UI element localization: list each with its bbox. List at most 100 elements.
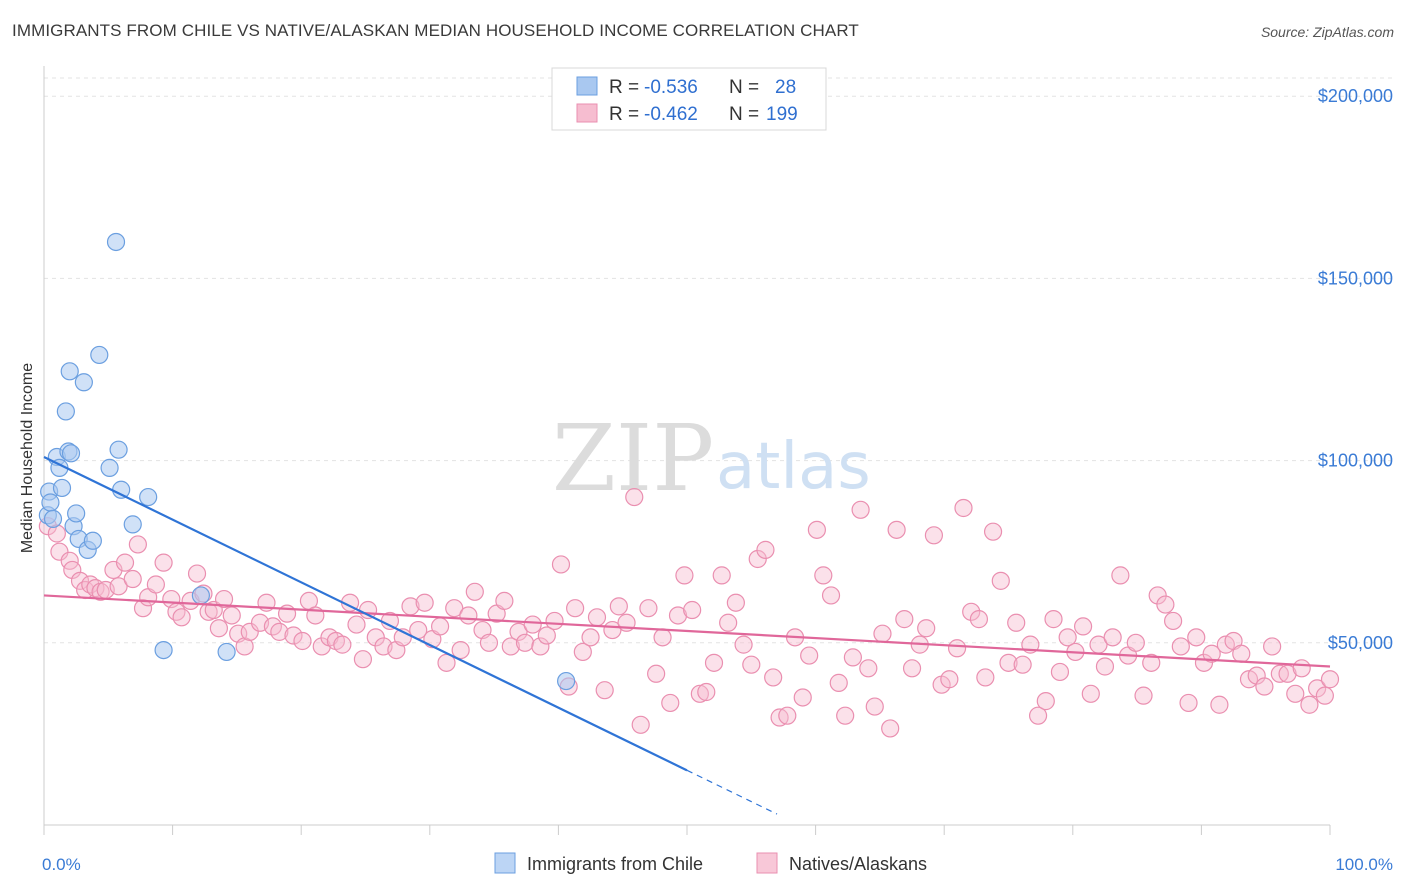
data-point-natives	[1058, 628, 1077, 647]
data-point-chile	[67, 504, 86, 523]
data-point-natives	[647, 664, 666, 683]
data-point-natives	[1179, 693, 1198, 713]
data-point-natives	[1270, 664, 1289, 683]
legend-r-value-chile: -0.536	[644, 77, 698, 98]
data-point-natives	[865, 697, 884, 716]
legend-r-label: R =	[609, 77, 639, 98]
data-point-natives	[50, 542, 69, 561]
data-point-natives	[353, 650, 373, 669]
data-point-natives	[1164, 611, 1183, 631]
data-point-natives	[999, 653, 1018, 672]
data-point-chile	[41, 493, 60, 512]
data-point-natives	[573, 642, 592, 662]
data-point-natives	[154, 553, 173, 572]
y-tick-label: $100,000	[1318, 451, 1393, 471]
y-tick-label: $200,000	[1318, 86, 1393, 106]
data-point-chile	[74, 373, 93, 392]
data-point-natives	[459, 606, 478, 625]
data-point-natives	[947, 639, 967, 658]
data-point-natives	[1263, 637, 1282, 656]
legend-bottom-label-chile: Immigrants from Chile	[527, 854, 703, 874]
data-point-natives	[1308, 679, 1327, 698]
data-point-natives	[1095, 657, 1115, 676]
data-point-natives	[551, 555, 571, 574]
data-point-natives	[902, 659, 922, 678]
data-point-natives	[954, 498, 973, 518]
data-point-natives	[940, 670, 959, 689]
data-point-natives	[756, 540, 775, 559]
data-point-natives	[312, 637, 331, 656]
data-point-chile	[90, 345, 109, 365]
data-point-chile	[106, 232, 126, 252]
data-point-chile	[109, 440, 128, 459]
data-point-natives	[697, 682, 716, 702]
data-point-natives	[187, 564, 207, 583]
watermark-zip: ZIP	[552, 405, 714, 512]
data-point-natives	[595, 681, 614, 700]
data-point-natives	[631, 715, 650, 734]
data-point-natives	[1292, 659, 1311, 678]
data-point-chile	[123, 515, 142, 534]
data-point-natives	[70, 571, 90, 590]
data-point-chile	[154, 640, 173, 660]
data-point-natives	[1320, 670, 1340, 689]
data-point-natives	[333, 635, 352, 654]
data-point-natives	[1044, 610, 1063, 629]
data-point-chile	[139, 487, 158, 507]
data-point-natives	[887, 520, 906, 539]
data-point-natives	[495, 591, 514, 611]
data-point-natives	[1232, 644, 1251, 663]
data-point-natives	[1156, 595, 1175, 614]
data-point-natives	[1315, 686, 1334, 705]
data-point-natives	[531, 637, 550, 656]
data-point-natives	[1187, 628, 1206, 647]
x-tick-label-min: 0.0%	[42, 855, 81, 874]
data-point-natives	[836, 706, 855, 725]
data-point-natives	[366, 628, 385, 647]
data-point-natives	[537, 626, 556, 645]
data-point-chile	[61, 444, 81, 463]
y-tick-label: $50,000	[1328, 633, 1393, 653]
data-point-natives	[430, 617, 450, 636]
trendlines	[43, 455, 1331, 815]
data-point-natives	[1036, 692, 1055, 711]
data-point-natives	[843, 648, 862, 667]
legend-swatch-chile	[576, 76, 598, 96]
watermark: ZIP atlas	[552, 405, 871, 512]
watermark-atlas: atlas	[716, 430, 871, 504]
data-point-natives	[451, 640, 470, 660]
data-point-chile	[83, 531, 102, 550]
y-tick-labels: $50,000 $100,000 $150,000 $200,000	[1318, 86, 1393, 653]
data-point-natives	[465, 582, 484, 601]
data-point-natives	[1013, 655, 1032, 674]
natives-alaskans-points	[38, 487, 1340, 738]
data-point-natives	[962, 602, 981, 621]
data-point-natives	[851, 500, 870, 519]
data-point-natives	[668, 606, 688, 625]
data-point-natives	[115, 553, 135, 572]
data-point-natives	[146, 575, 165, 594]
data-point-natives	[581, 628, 600, 647]
data-point-natives	[1278, 664, 1297, 683]
data-point-natives	[639, 599, 658, 618]
data-point-natives	[881, 719, 900, 738]
data-point-natives	[683, 600, 702, 620]
data-point-natives	[895, 610, 914, 629]
trendline-chile-extension	[686, 769, 778, 815]
data-point-natives	[566, 599, 585, 618]
data-point-natives	[222, 606, 241, 625]
data-point-natives	[917, 619, 936, 638]
data-point-natives	[133, 599, 153, 618]
data-point-natives	[800, 646, 819, 665]
data-point-chile	[56, 402, 75, 421]
data-point-natives	[625, 487, 644, 507]
legend-swatch-natives	[576, 103, 598, 123]
data-point-natives	[1134, 686, 1153, 705]
data-point-natives	[172, 608, 191, 627]
data-point-natives	[445, 599, 464, 618]
data-point-natives	[969, 610, 989, 629]
data-point-natives	[1171, 637, 1190, 656]
data-point-natives	[1007, 613, 1026, 632]
data-point-natives	[653, 628, 672, 647]
